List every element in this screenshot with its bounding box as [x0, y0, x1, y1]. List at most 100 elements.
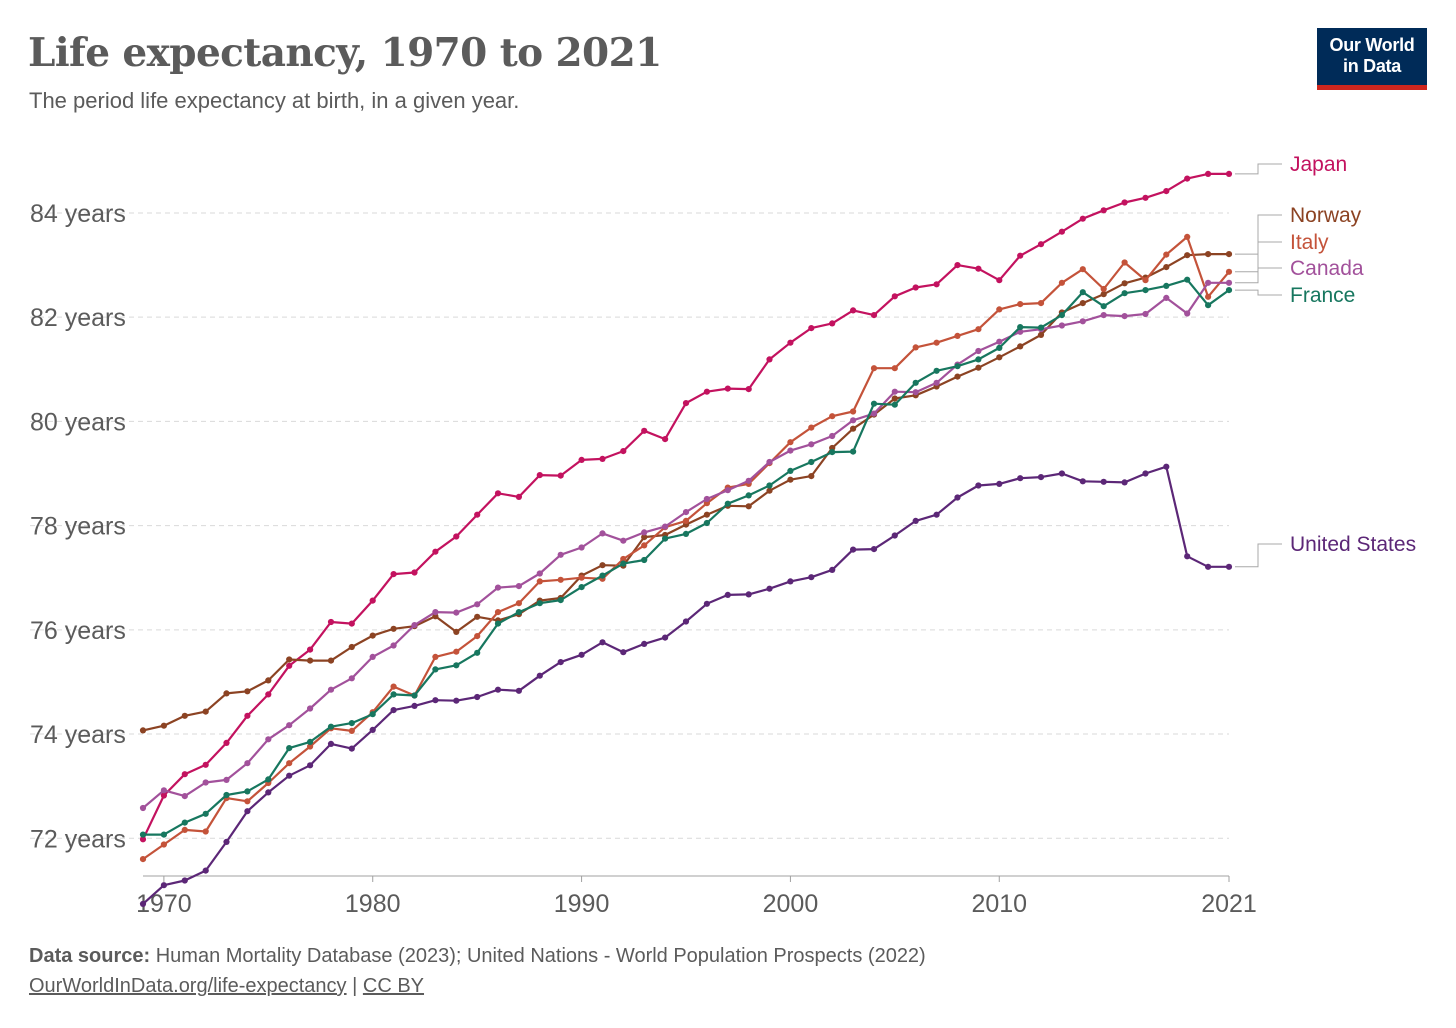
logo-line-2: in Data	[1343, 56, 1401, 76]
data-point	[808, 473, 815, 480]
data-point	[891, 401, 898, 408]
series-line	[142, 235, 1230, 861]
data-point	[286, 656, 293, 663]
data-point	[348, 745, 355, 752]
data-point	[557, 597, 564, 604]
data-point	[745, 591, 752, 598]
data-point	[1121, 280, 1128, 287]
data-point	[1142, 287, 1149, 294]
y-tick-label: 74 years	[30, 721, 126, 749]
data-point	[474, 633, 481, 640]
footer-links: OurWorldInData.org/life-expectancy | CC …	[29, 975, 424, 998]
data-point	[536, 672, 543, 679]
data-point	[1163, 463, 1170, 470]
data-point	[202, 810, 209, 817]
data-point	[244, 760, 251, 767]
data-point	[494, 584, 502, 591]
data-point	[494, 620, 502, 627]
data-point	[850, 546, 857, 553]
logo-line-1: Our World	[1329, 35, 1415, 55]
data-point	[891, 293, 898, 300]
owid-logo[interactable]: Our World in Data	[1317, 28, 1427, 90]
data-point	[307, 646, 314, 653]
data-point	[327, 618, 335, 626]
y-tick-label: 76 years	[30, 617, 126, 645]
data-point	[181, 793, 188, 800]
data-point	[787, 339, 794, 346]
end-label-france: France	[1235, 284, 1355, 307]
data-point	[703, 600, 711, 607]
data-point	[411, 692, 418, 699]
data-point	[515, 583, 523, 590]
end-label-italy: Italy	[1235, 231, 1329, 273]
data-point	[1184, 233, 1191, 240]
data-point	[599, 572, 606, 579]
data-point	[515, 687, 523, 694]
data-point	[724, 500, 731, 507]
data-point	[1121, 199, 1128, 206]
data-point	[1142, 310, 1149, 318]
series-canada	[139, 279, 1233, 812]
data-point	[536, 570, 543, 577]
data-point	[286, 760, 293, 767]
data-point	[139, 836, 147, 843]
data-point	[870, 410, 878, 417]
leader-line	[1235, 163, 1282, 175]
end-label-norway: Norway	[1235, 204, 1362, 255]
footer-separator: |	[352, 975, 358, 997]
data-point	[1225, 563, 1233, 570]
leader-line	[1235, 267, 1282, 284]
data-point	[703, 388, 711, 395]
data-point	[996, 480, 1003, 487]
data-point	[1121, 290, 1128, 297]
data-point	[620, 537, 627, 544]
series-japan	[139, 170, 1233, 843]
data-point	[975, 347, 982, 355]
data-point	[265, 677, 272, 684]
data-point	[494, 609, 502, 616]
data-point	[1205, 293, 1212, 300]
data-point	[265, 789, 272, 796]
source-link[interactable]: OurWorldInData.org/life-expectancy	[29, 975, 347, 997]
data-point	[474, 649, 481, 656]
data-point	[390, 691, 397, 698]
data-point	[1100, 207, 1107, 214]
data-point	[348, 620, 355, 627]
data-point	[1225, 287, 1233, 294]
data-point	[620, 555, 627, 563]
data-point	[1121, 259, 1128, 266]
data-point	[620, 649, 627, 656]
y-tick-label: 78 years	[30, 513, 126, 541]
data-point	[369, 711, 376, 718]
data-point	[265, 691, 272, 698]
data-point	[411, 569, 418, 576]
data-point	[850, 448, 857, 455]
data-point	[1184, 310, 1191, 317]
data-point	[787, 439, 794, 446]
data-point	[307, 705, 314, 712]
data-point	[703, 511, 711, 518]
data-point	[1017, 324, 1024, 331]
data-point	[787, 578, 794, 585]
data-point	[975, 265, 982, 272]
data-point	[996, 306, 1003, 313]
data-point	[494, 490, 502, 497]
data-point	[912, 517, 919, 525]
data-point	[808, 325, 815, 332]
data-point	[829, 320, 836, 327]
data-point	[557, 551, 564, 558]
data-point	[369, 597, 376, 604]
data-point	[432, 666, 439, 673]
data-point	[223, 838, 230, 846]
data-point	[1100, 312, 1107, 319]
data-point	[1017, 252, 1024, 259]
data-point	[369, 726, 376, 734]
y-tick-label: 84 years	[30, 200, 126, 228]
data-point	[432, 548, 439, 555]
data-point	[139, 856, 147, 863]
data-point	[244, 798, 251, 805]
data-point	[1100, 303, 1107, 310]
license-link[interactable]: CC BY	[362, 975, 425, 997]
data-point	[139, 831, 147, 838]
data-point	[703, 495, 711, 503]
